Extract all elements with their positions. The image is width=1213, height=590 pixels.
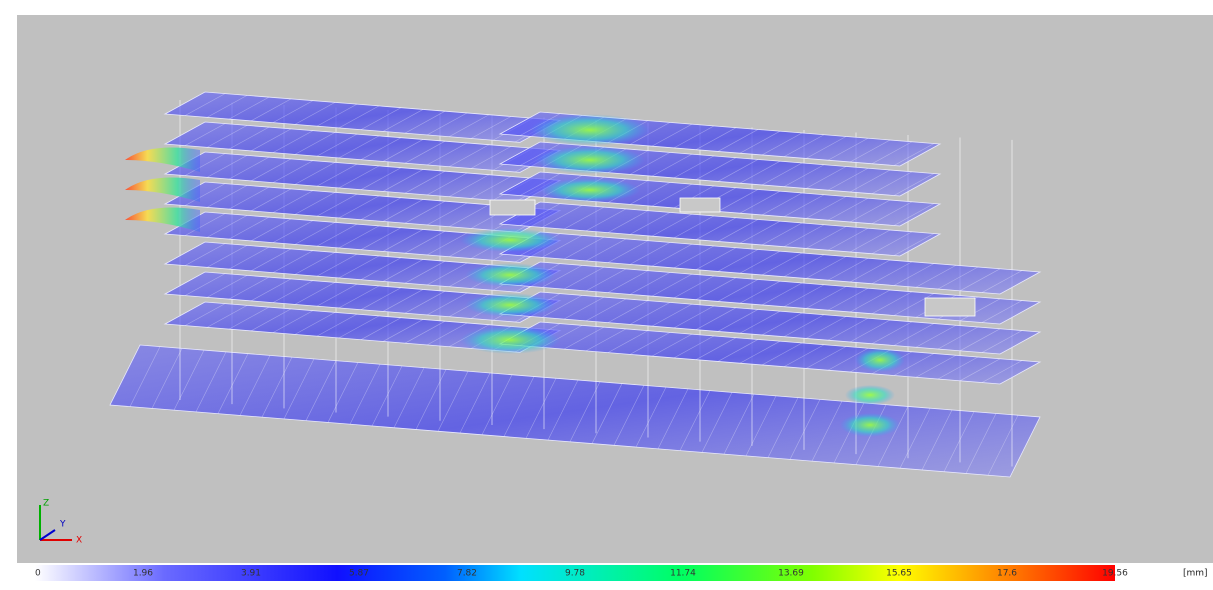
legend-tick-label: 13.69 (778, 569, 804, 579)
page: Z Y X [mm] 0 1.96 3.91 5.87 7.82 9.78 11.74 13.… (0, 0, 1213, 586)
legend-tick-label: 3.91 (241, 569, 261, 579)
z-axis-label: Z (43, 499, 49, 509)
y-axis-label: Y (59, 520, 66, 530)
slab-opening (490, 200, 535, 215)
displacement-hotspot (855, 348, 905, 372)
displacement-hotspot (840, 413, 900, 437)
x-axis-label: X (76, 536, 82, 546)
slab-opening (925, 298, 975, 316)
displacement-hotspot (465, 263, 555, 287)
legend-tick-label: 7.82 (457, 569, 477, 579)
legend-tick-label: 15.65 (886, 569, 912, 579)
legend-tick-label: 0 (35, 569, 41, 579)
displacement-hotspot (530, 114, 650, 146)
displacement-hotspot (535, 146, 645, 174)
displacement-hotspot (460, 228, 560, 252)
displacement-hotspot (540, 178, 640, 202)
displacement-hotspot (460, 326, 560, 354)
legend-tick-label: 17.6 (997, 569, 1017, 579)
legend-tick-label: 11.74 (670, 569, 696, 579)
displacement-hotspot (845, 385, 895, 405)
legend-unit: [mm] (1183, 569, 1208, 579)
slab-opening (680, 198, 720, 212)
legend-tick-label: 19.56 (1102, 569, 1128, 579)
displacement-hotspot (465, 293, 555, 317)
legend-tick-label: 5.87 (349, 569, 369, 579)
legend-tick-label: 1.96 (133, 569, 153, 579)
viewport: Z Y X [mm] 0 1.96 3.91 5.87 7.82 9.78 11.74 13.… (0, 0, 1213, 586)
legend-tick-label: 9.78 (565, 569, 585, 579)
